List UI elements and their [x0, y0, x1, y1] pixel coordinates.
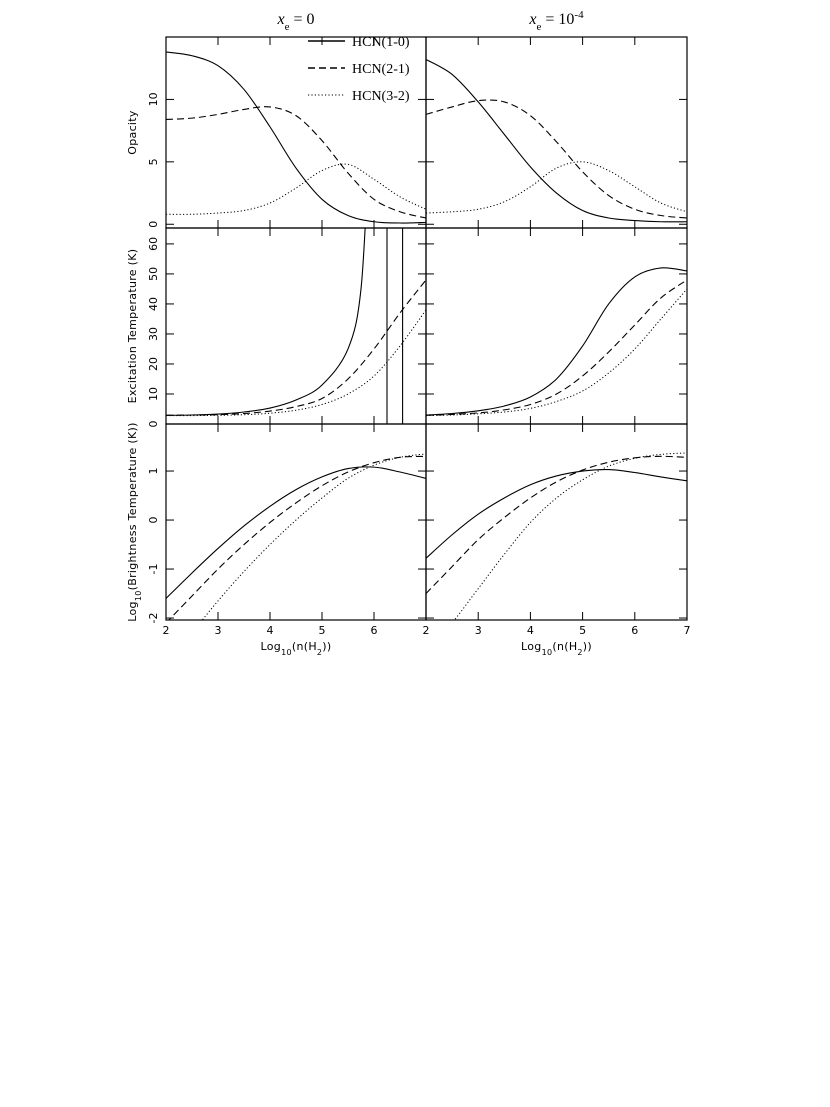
column-title: xe = 0	[276, 11, 314, 33]
x-axis-label-part: (n(H	[292, 640, 317, 653]
y-tick-label: 0	[147, 221, 160, 228]
x-tick-label: 3	[475, 624, 482, 637]
column-title-part: = 10	[541, 11, 574, 28]
series-line	[426, 468, 687, 559]
y-tick-label: 20	[147, 357, 160, 371]
y-tick-label: 10	[147, 387, 160, 401]
series-line	[426, 279, 687, 416]
y-axis-label-part: (Brightness Temperature (K))	[126, 422, 139, 590]
x-tick-label: 3	[215, 624, 222, 637]
x-axis-label-part: 2	[577, 648, 582, 657]
series-line	[166, 279, 426, 416]
column-title-part: x	[276, 11, 284, 28]
x-axis-label-part: Log	[261, 640, 282, 653]
x-tick-label: 7	[684, 624, 691, 637]
x-tick-label: 6	[631, 624, 638, 637]
x-axis-label-part: 2	[317, 648, 322, 657]
column-title-part: x	[528, 11, 536, 28]
x-axis-label: Log10(n(H2))	[521, 640, 592, 657]
series-line	[201, 453, 426, 620]
y-tick-label: 0	[147, 421, 160, 428]
y-axis-label: Opacity	[126, 110, 139, 155]
y-tick-label: -2	[147, 613, 160, 624]
series-line	[166, 228, 404, 424]
column-title-part: -4	[574, 9, 584, 21]
series-line	[166, 309, 426, 417]
y-axis-label-part: Excitation Temperature (K)	[126, 249, 139, 404]
x-axis-label-part: ))	[583, 640, 592, 653]
x-axis-label-part: (n(H	[552, 640, 577, 653]
x-axis-label-part: Log	[521, 640, 542, 653]
series-line	[166, 106, 426, 219]
series-line	[166, 51, 426, 224]
column-title-part: e	[285, 21, 290, 33]
y-tick-label: 40	[147, 297, 160, 311]
x-tick-label: 4	[527, 624, 534, 637]
y-tick-label: 60	[147, 237, 160, 251]
x-axis-label-part: ))	[322, 640, 331, 653]
y-tick-label: 0	[147, 517, 160, 524]
y-tick-label: 30	[147, 327, 160, 341]
y-tick-label: 50	[147, 267, 160, 281]
series-line	[426, 267, 687, 416]
y-tick-label: 10	[147, 92, 160, 106]
y-axis-label-part: Log	[126, 601, 139, 622]
y-tick-label: -1	[147, 564, 160, 575]
y-tick-label: 5	[147, 158, 160, 165]
legend-label: HCN(3-2)	[352, 89, 410, 104]
x-tick-label: 2	[423, 624, 430, 637]
series-line	[166, 163, 426, 215]
column-title-part: e	[537, 21, 542, 33]
x-axis-label-part: 10	[542, 648, 553, 657]
legend-label: HCN(2-1)	[352, 62, 410, 77]
x-tick-label: 2	[163, 624, 170, 637]
legend-label: HCN(1-0)	[352, 35, 410, 50]
series-line	[426, 288, 687, 417]
series-line	[166, 466, 426, 599]
x-axis-label: Log10(n(H2))	[261, 640, 332, 657]
x-tick-label: 5	[319, 624, 326, 637]
x-axis-label-part: 10	[281, 648, 292, 657]
series-line	[426, 99, 687, 219]
y-axis-label-part: Opacity	[126, 110, 139, 155]
y-axis-label-part: 10	[134, 590, 143, 601]
column-title: xe = 10-4	[528, 9, 584, 33]
x-tick-label: 5	[579, 624, 586, 637]
y-tick-label: 1	[147, 468, 160, 475]
x-tick-label: 4	[267, 624, 274, 637]
series-line	[426, 58, 687, 223]
column-title-part: = 0	[289, 11, 314, 28]
y-axis-label: Excitation Temperature (K)	[126, 249, 139, 404]
series-line	[426, 161, 687, 214]
panel-frame	[425, 423, 688, 621]
y-axis-label: Log10(Brightness Temperature (K))	[126, 422, 143, 621]
x-tick-label: 6	[371, 624, 378, 637]
series-line	[168, 455, 426, 620]
